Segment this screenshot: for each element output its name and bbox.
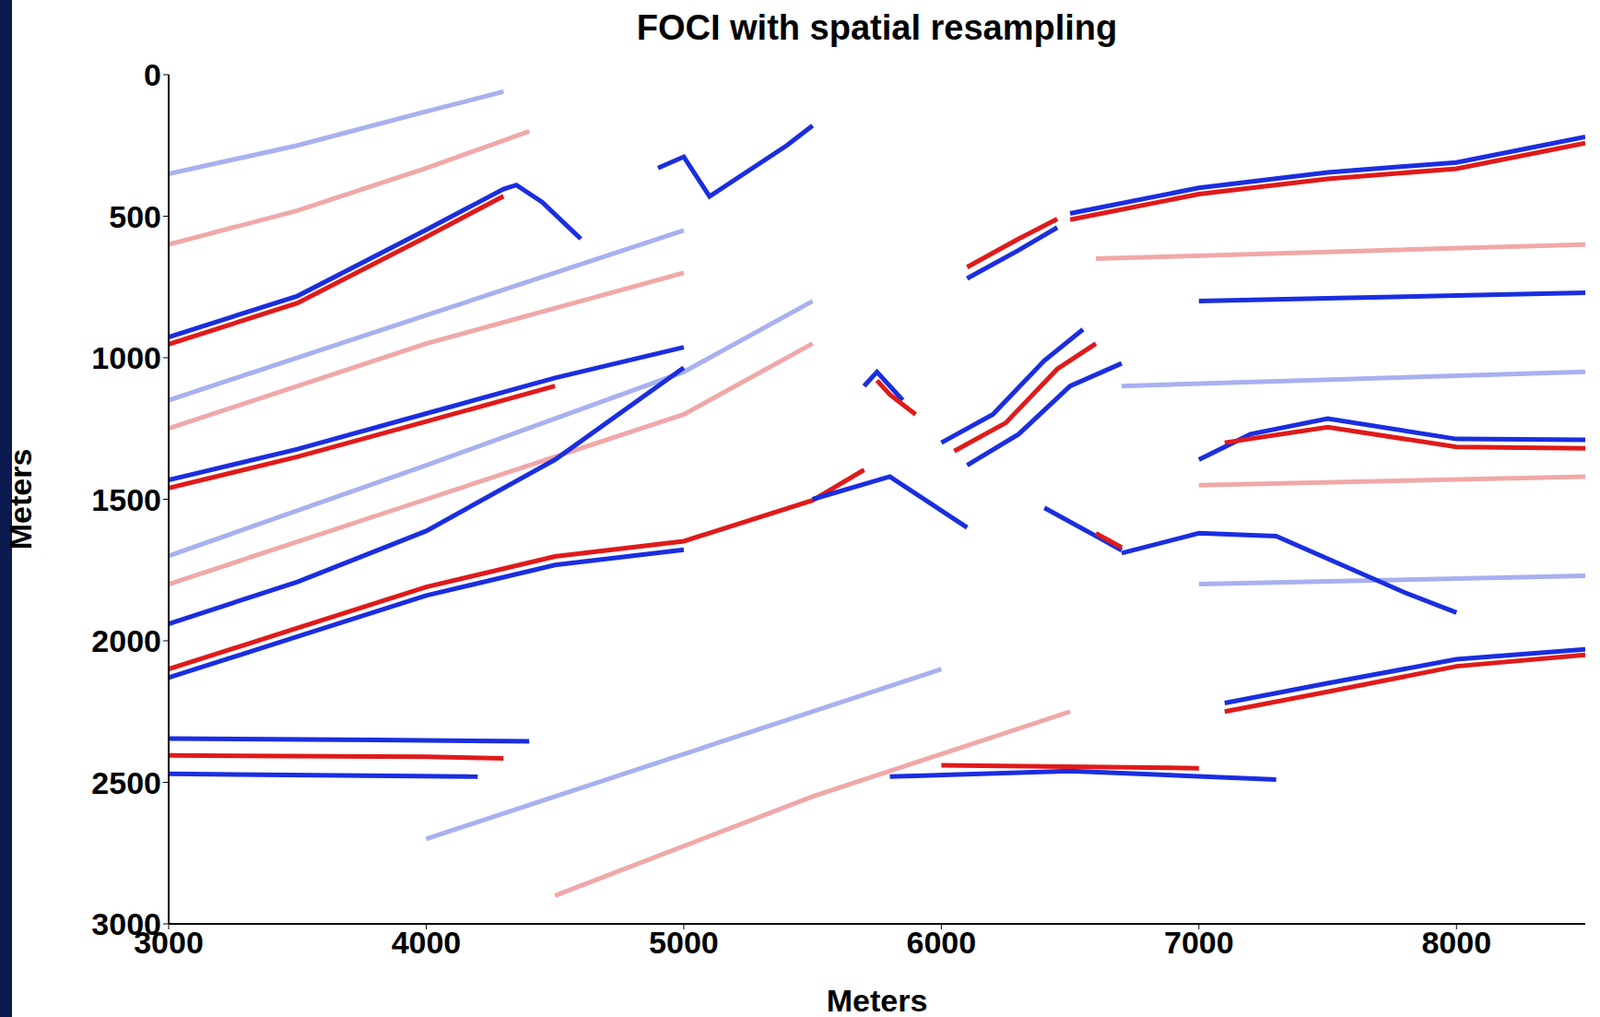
svg-text:500: 500 [108,199,162,235]
svg-text:6000: 6000 [906,924,977,960]
svg-text:7000: 7000 [1164,924,1235,960]
svg-text:2500: 2500 [91,764,162,800]
svg-text:1000: 1000 [91,340,162,376]
svg-text:Meters: Meters [826,982,929,1017]
svg-text:8000: 8000 [1421,924,1492,960]
svg-text:3000: 3000 [91,905,162,942]
svg-text:1500: 1500 [91,482,162,518]
svg-text:4000: 4000 [391,924,462,960]
svg-text:5000: 5000 [648,924,719,960]
html-text:FOCI with spatial resampling: FOCI with spatial resampling [636,8,1118,48]
svg-text:3000: 3000 [133,924,204,960]
svg-text:0: 0 [143,57,162,93]
svg-text:2000: 2000 [91,623,162,659]
svg-text:Meters: Meters [2,448,38,551]
